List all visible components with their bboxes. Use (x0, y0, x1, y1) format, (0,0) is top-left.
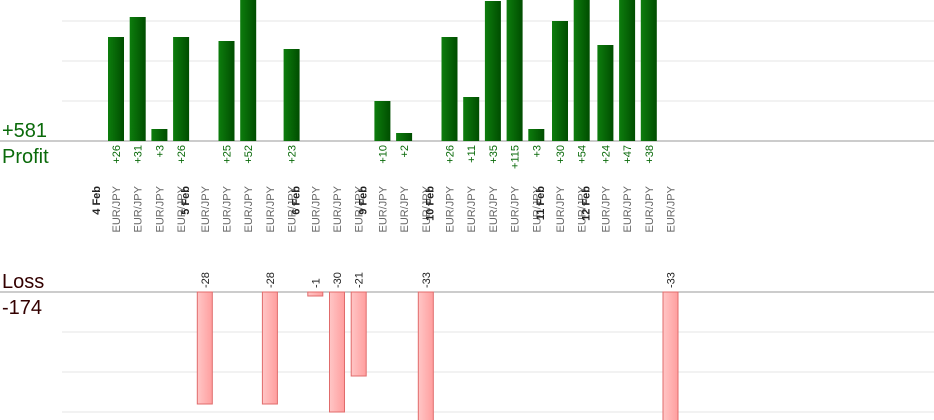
pair-label: EUR/JPY (377, 185, 389, 232)
date-label: 4 Feb (91, 186, 103, 215)
pair-label: EUR/JPY (332, 185, 344, 232)
loss-value-label: -33 (666, 272, 678, 288)
profit-bar (463, 97, 480, 141)
loss-bars (196, 291, 679, 420)
profit-value-label: +2 (399, 145, 411, 158)
loss-label: Loss (2, 271, 44, 293)
pair-label: EUR/JPY (111, 185, 123, 232)
profit-bar (597, 45, 614, 141)
pair-label: EUR/JPY (555, 185, 567, 232)
profit-bar (218, 41, 235, 141)
profit-value-label: +25 (222, 145, 234, 164)
profit-value-label: +30 (555, 145, 567, 164)
profit-bar (552, 21, 568, 141)
profit-total: +581 (2, 120, 47, 142)
date-label: 11 Feb (535, 186, 547, 221)
profit-value-label: +47 (622, 145, 634, 164)
profit-bar (240, 0, 257, 141)
pair-label: EUR/JPY (265, 185, 277, 232)
profit-bar (396, 133, 413, 141)
profit-value-label: +54 (577, 145, 589, 164)
pair-label: EUR/JPY (531, 185, 543, 232)
profit-bar (619, 0, 636, 141)
loss-value-label: -21 (354, 272, 366, 288)
pair-label: EUR/JPY (176, 185, 188, 232)
pair-label: EUR/JPY (399, 185, 411, 232)
pair-label: EUR/JPY (622, 185, 634, 232)
profit-bar (151, 129, 168, 141)
profit-value-label: +52 (243, 145, 255, 164)
pair-label: EUR/JPY (310, 185, 322, 232)
profit-value-label: +115 (510, 145, 522, 169)
date-label: 6 Feb (290, 186, 302, 215)
profit-bar (173, 37, 190, 141)
pair-label: EUR/JPY (243, 185, 255, 232)
loss-value-label: -28 (200, 272, 212, 288)
pair-label: EUR/JPY (488, 185, 500, 232)
pair-label: EUR/JPY (287, 185, 299, 232)
profit-value-label: +38 (644, 145, 656, 164)
date-label: 10 Feb (425, 186, 437, 221)
profit-value-label: +26 (176, 145, 188, 164)
loss-bar (417, 291, 434, 420)
date-label: 9 Feb (357, 186, 369, 215)
profit-bar (374, 101, 391, 141)
profit-value-label: +31 (133, 145, 145, 164)
loss-bar (329, 291, 345, 413)
loss-bar (307, 291, 324, 297)
loss-bar (350, 291, 367, 377)
pair-label: EUR/JPY (600, 185, 612, 232)
profit-label: Profit (2, 146, 49, 168)
profit-value-label: +26 (111, 145, 123, 164)
pair-label: EUR/JPY (666, 185, 678, 232)
loss-value-label: -28 (265, 272, 277, 288)
profit-bar (640, 0, 657, 141)
pair-label: EUR/JPY (133, 185, 145, 232)
date-label: 5 Feb (180, 186, 192, 215)
profit-value-label: +3 (531, 145, 543, 158)
loss-bar (662, 291, 679, 420)
profit-bar (441, 37, 458, 141)
profit-bars (108, 0, 657, 141)
profit-value-label: +23 (287, 145, 299, 164)
profit-value-label: +10 (377, 145, 389, 164)
loss-value-label: -1 (310, 278, 322, 288)
profit-bar (484, 1, 501, 141)
loss-bar (261, 291, 278, 405)
loss-value-label: -30 (332, 272, 344, 288)
profit-value-label: +24 (600, 145, 612, 164)
profit-bar (283, 49, 300, 141)
trade-labels: +26 EUR/JPY 4 Feb +31 EUR/JPY +3 EUR/JPY +26 EUR… (91, 145, 678, 288)
profit-value-label: +26 (445, 145, 457, 164)
profit-bar (573, 0, 590, 141)
profit-bar (528, 129, 545, 141)
pair-label: EUR/JPY (354, 185, 366, 232)
profit-bar (129, 17, 146, 141)
date-label: 12 Feb (580, 186, 592, 221)
pair-label: EUR/JPY (222, 185, 234, 232)
loss-total: -174 (2, 297, 42, 319)
pair-label: EUR/JPY (154, 185, 166, 232)
profit-bar (108, 37, 124, 141)
profit-value-label: +3 (154, 145, 166, 158)
pair-label: EUR/JPY (510, 185, 522, 232)
profit-value-label: +11 (466, 145, 478, 163)
pair-label: EUR/JPY (200, 185, 212, 232)
profit-value-label: +35 (488, 145, 500, 164)
pair-label: EUR/JPY (466, 185, 478, 232)
loss-gridlines (62, 331, 934, 413)
loss-bar (196, 291, 213, 405)
profit-bar (506, 0, 523, 141)
pair-label: EUR/JPY (445, 185, 457, 232)
pair-label: EUR/JPY (577, 185, 589, 232)
loss-value-label: -33 (421, 272, 433, 288)
pair-label: EUR/JPY (421, 185, 433, 232)
pair-label: EUR/JPY (644, 185, 656, 232)
